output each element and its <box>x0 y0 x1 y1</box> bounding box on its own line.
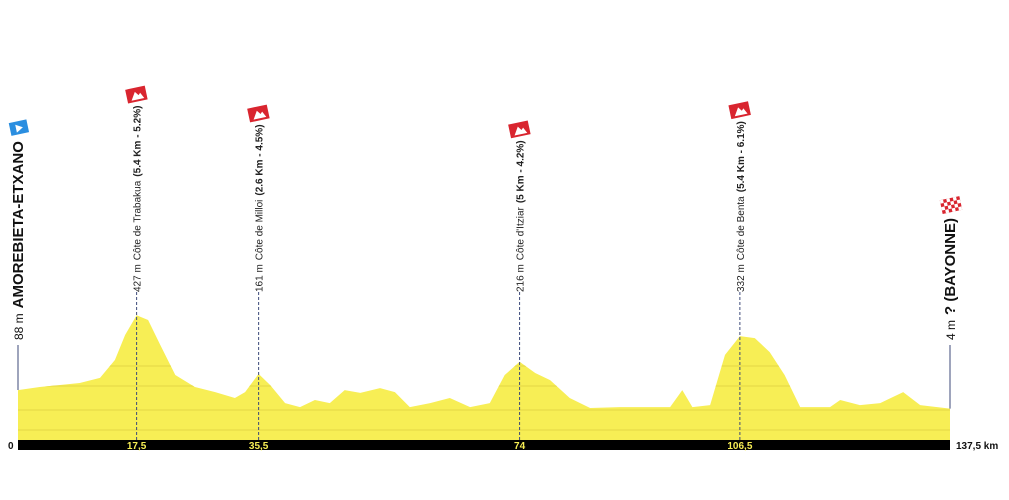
climb-name: Côte de Milloi <box>255 200 266 261</box>
axis-bar <box>18 440 950 450</box>
climb-altitude: 427 m <box>133 264 144 292</box>
flag-check <box>954 203 959 208</box>
start-flag <box>8 119 30 136</box>
climb-altitude: 332 m <box>736 264 747 292</box>
flag-check <box>947 205 952 210</box>
x-tick-label: 106,5 <box>727 441 752 452</box>
climb-name: Côte d'Itziar <box>516 206 527 260</box>
flag-play <box>15 124 23 133</box>
x-tick-label: 17,5 <box>127 441 147 452</box>
start-elevation: 88 m <box>12 313 26 340</box>
flag-mountain <box>514 126 528 136</box>
climb-label: 332 m Côte de Benta (5.4 Km - 6.1%) <box>736 121 747 292</box>
climb-detail: (2.6 Km - 4.5%) <box>255 124 266 195</box>
x-tick-label: 35,5 <box>249 441 269 452</box>
flag-check <box>958 206 963 211</box>
x-tick-label: 137,5 km <box>956 441 998 452</box>
flag-check <box>956 199 961 204</box>
flag-check <box>946 198 951 203</box>
climb-detail: (5.4 Km - 6.1%) <box>736 121 747 192</box>
flag-check <box>951 207 956 212</box>
flag-check <box>952 196 957 201</box>
flag-mountain <box>734 107 748 117</box>
climb-flag <box>728 101 751 120</box>
climb-flag <box>125 85 148 104</box>
start-label: 88 m AMOREBIETA-ETXANO <box>10 141 27 340</box>
flag-check <box>941 206 946 211</box>
finish-flag <box>939 196 963 214</box>
start-name: AMOREBIETA-ETXANO <box>10 141 27 309</box>
elevation-area <box>18 315 950 440</box>
climb-detail: (5 Km - 4.2%) <box>516 140 527 203</box>
climb-flag <box>247 104 270 123</box>
flag-check <box>939 199 944 204</box>
climb-detail: (5.4 Km - 5.2%) <box>133 106 144 177</box>
finish-name: ? (BAYONNE) <box>942 218 959 315</box>
climb-altitude: 161 m <box>255 264 266 292</box>
flag-mountain <box>131 91 145 101</box>
x-tick-label: 74 <box>514 441 526 452</box>
flag-check <box>943 202 948 207</box>
climb-flag <box>508 120 531 139</box>
climb-name: Côte de Benta <box>736 196 747 260</box>
climb-label: 161 m Côte de Milloi (2.6 Km - 4.5%) <box>255 124 266 292</box>
climb-name: Côte de Trabakua <box>133 180 144 260</box>
flag-check <box>945 209 950 214</box>
flag-check <box>950 200 955 206</box>
climb-label: 216 m Côte d'Itziar (5 Km - 4.2%) <box>516 140 527 292</box>
finish-elevation: 4 m <box>944 320 958 340</box>
climb-altitude: 216 m <box>516 264 527 292</box>
finish-label: 4 m ? (BAYONNE) <box>942 218 959 340</box>
x-tick-label: 0 <box>8 441 14 452</box>
flag-mountain <box>253 110 267 120</box>
climb-label: 427 m Côte de Trabakua (5.4 Km - 5.2%) <box>133 106 144 292</box>
